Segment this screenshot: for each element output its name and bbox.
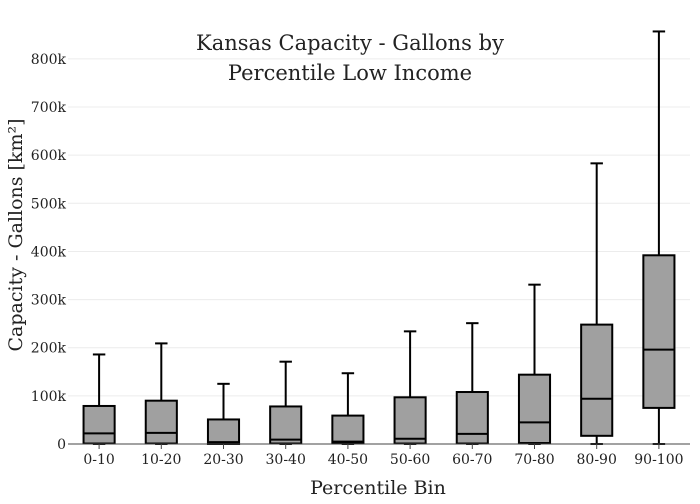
y-axis-title: Capacity - Gallons [km²] [5,118,27,351]
y-tick-label: 100k [31,389,67,405]
box-0-10 [82,353,116,445]
y-axis-title-text: Capacity - Gallons [5,176,27,351]
chart-title-line-1: Kansas Capacity - Gallons by [196,31,504,55]
iqr-box [455,391,489,445]
iqr-box [82,404,116,445]
svg-text:Capacity - Gallons[km²]: Capacity - Gallons [km²] [5,118,27,351]
iqr-box [580,323,614,437]
iqr-box [331,414,365,445]
iqr-box [206,418,241,445]
x-tick-label: 90-100 [634,452,683,468]
x-tick-label: 40-50 [328,452,368,468]
box-90-100 [642,30,676,445]
y-axis-title-unit: [km²] [5,118,27,170]
x-tick-label: 60-70 [452,452,492,468]
x-axis-title: Percentile Bin [310,477,446,499]
y-tick-label: 300k [31,293,67,309]
x-tick-label: 70-80 [514,452,554,468]
iqr-box [144,399,178,445]
box-10-20 [144,342,178,445]
iqr-box [393,396,427,445]
x-tick-label: 0-10 [83,452,114,468]
x-tick-label: 30-40 [266,452,306,468]
grid-lines [68,58,690,397]
y-tick-label: 800k [31,52,67,68]
box-30-40 [269,360,303,445]
y-tick-label: 600k [31,148,67,164]
iqr-box [269,405,303,445]
iqr-box [517,373,552,445]
y-tick-label: 400k [31,244,67,260]
y-tick-label: 500k [31,196,67,212]
box-20-30 [206,382,241,445]
box-70-80 [517,283,552,445]
chart-title: Kansas Capacity - Gallons by Percentile … [196,31,504,85]
box-40-50 [331,372,365,445]
x-tick-label: 80-90 [577,452,617,468]
box-80-90 [580,162,614,445]
box-series [82,30,676,445]
axes: 0 100k 200k 300k 400k 500k 600k 700k 800k 0-10 10-… [31,52,690,468]
chart-title-line-2: Percentile Low Income [228,61,472,85]
box-50-60 [393,330,427,445]
y-tick-label: 0 [57,437,66,453]
iqr-box [642,254,676,409]
box-60-70 [455,322,489,445]
y-tick-label: 200k [31,341,67,357]
x-tick-label: 50-60 [390,452,430,468]
x-tick-label: 20-30 [203,452,243,468]
x-tick-label: 10-20 [141,452,181,468]
y-tick-label: 700k [31,100,67,116]
